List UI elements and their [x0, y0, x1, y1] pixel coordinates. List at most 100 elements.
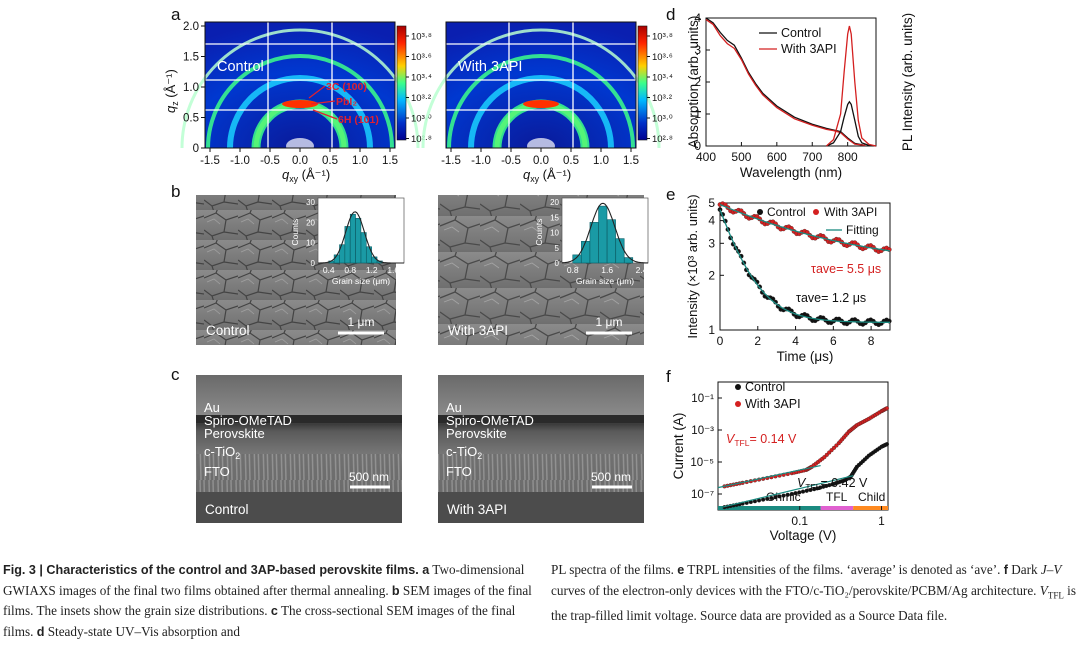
beam-stop: [286, 138, 314, 154]
panel-label-e: e: [666, 185, 675, 204]
sem-sample-label: With 3API: [448, 323, 508, 338]
layer-label: Au: [204, 400, 220, 415]
label-main: c-TiO: [446, 444, 477, 459]
scale-bar-label: 1 μm: [348, 315, 375, 329]
x-tick-label: 0: [717, 334, 724, 348]
label-main: q: [282, 167, 290, 182]
legend-label-fit: Fitting: [846, 223, 879, 237]
label-sub: 2: [235, 451, 240, 461]
layer-label-ctio2: c-TiO2: [446, 444, 482, 461]
spiro-band: [196, 415, 402, 423]
colorbar-gradient: [396, 25, 407, 141]
x-tick-label: 0.0: [292, 155, 308, 167]
inset-y-tick: 20: [306, 218, 315, 227]
peak-100: [523, 100, 559, 108]
x-tick-label: 0.5: [322, 155, 338, 167]
inset-x-tick: 1.2: [366, 265, 378, 275]
gaussian-fit: [561, 202, 648, 264]
caption-fragment: d: [36, 624, 45, 639]
giwaxs-axes: -1.5 -1.0 -0.5 0.0 0.5 1.0 1.5 qxy (Å⁻¹): [441, 21, 639, 184]
histogram-bar: [598, 205, 608, 264]
x-tick-label: -1.0: [471, 155, 491, 167]
legend-marker-3api: [813, 209, 819, 215]
histogram-bar: [624, 257, 634, 264]
inset-y-label: Counts: [290, 219, 300, 246]
figure-caption-left: Fig. 3 | Characteristics of the control …: [3, 560, 533, 642]
caption-fragment: Fig. 3 | Characteristics of the control …: [3, 563, 419, 577]
y-tick-label: 3: [708, 236, 715, 250]
caption-fragment: c: [270, 604, 278, 618]
annotation-arrow: [308, 85, 326, 99]
panel-label-f: f: [666, 367, 671, 386]
diffraction-ring: [447, 54, 635, 149]
series-line: [826, 100, 877, 147]
label-sub: 2: [477, 451, 482, 461]
label-main: c-TiO: [204, 444, 235, 459]
histogram-bar: [355, 218, 362, 264]
x-tick-label: 0.1: [791, 514, 808, 528]
legend-label-control: Control: [767, 205, 806, 219]
caption-fragment: PL spectra of the films.: [551, 562, 678, 577]
inset-y-tick: 5: [555, 244, 560, 253]
layer-label: FTO: [446, 464, 472, 479]
data-point: [793, 491, 798, 496]
layer-label: Perovskite: [204, 426, 265, 441]
data-point: [884, 442, 889, 447]
caption-fragment: SEM images of the final films. The inset…: [3, 582, 532, 619]
scale-bar-label: 500 nm: [591, 470, 631, 484]
region-label-tfl: TFL: [826, 490, 848, 504]
x-tick-label: 1.0: [593, 155, 609, 167]
layer-label: Spiro-OMeTAD: [204, 413, 292, 428]
x-tick-label: -1.5: [200, 155, 220, 167]
histogram-bar: [349, 213, 356, 264]
caption-fragment: V: [1039, 582, 1048, 598]
caption-fragment: Dark: [1007, 562, 1041, 577]
gaussian-fit: [318, 211, 404, 264]
x-tick-label: 1.5: [623, 155, 639, 167]
inset-x-tick: 0.8: [344, 265, 356, 275]
inset-x-tick: 1.6: [601, 265, 613, 275]
caption-fragment: b: [391, 583, 400, 598]
inset-x-tick: 0.8: [567, 265, 579, 275]
label-rest: (Å⁻¹): [163, 69, 178, 101]
colorbar-tick-label: 10³·²: [411, 93, 431, 104]
y-tick-label: 3: [694, 43, 701, 57]
data-point: [785, 492, 790, 497]
ohmic-fit-control: [717, 475, 854, 509]
caption-fragment: The cross-sectional SEM images of the fi…: [3, 603, 516, 639]
data-point: [789, 491, 794, 497]
inset-x-label: Grain size (μm): [576, 276, 634, 286]
layer-label: FTO: [204, 464, 230, 479]
y-tick-label: 1.5: [183, 52, 199, 64]
caption-fragment: is the trap-filled limit voltage. Source…: [551, 582, 1076, 623]
caption-fragment: Steady-state UV–Vis absorption and: [44, 623, 240, 639]
y-tick-label: 1: [708, 323, 715, 337]
inset-y-tick: 0: [555, 259, 560, 268]
giwaxs-background: [205, 22, 395, 148]
layer-label: Perovskite: [446, 426, 507, 441]
colorbar-tick-label: 10³·⁶: [411, 52, 432, 63]
x-tick-label: 400: [696, 150, 716, 164]
inset-x-tick: 1.6: [387, 265, 399, 275]
data-point: [781, 493, 786, 498]
series-line: [705, 19, 866, 147]
colorbar-tick-label: 10³·⁸: [411, 32, 432, 43]
x-axis-label: Time (μs): [777, 349, 834, 364]
inset-y-label: Counts: [534, 219, 544, 246]
colorbar-tick-label: 10³·⁰: [411, 114, 432, 125]
giwaxs-image: Control: [180, 22, 420, 154]
caption-fragment: f: [1003, 563, 1008, 577]
inset-y-tick: 10: [550, 229, 559, 238]
region-ohmic: [718, 506, 821, 510]
scale-bar-label: 1 μm: [596, 315, 623, 329]
label-sub: xy: [530, 174, 539, 184]
region-label-child: Child: [858, 490, 885, 504]
y-tick-label: 10⁻³: [691, 425, 714, 437]
diffraction-ring: [206, 54, 394, 149]
region-tfl: [820, 506, 854, 510]
legend: Control With 3API Fitting: [757, 205, 879, 237]
caption-fragment: a: [418, 563, 430, 577]
